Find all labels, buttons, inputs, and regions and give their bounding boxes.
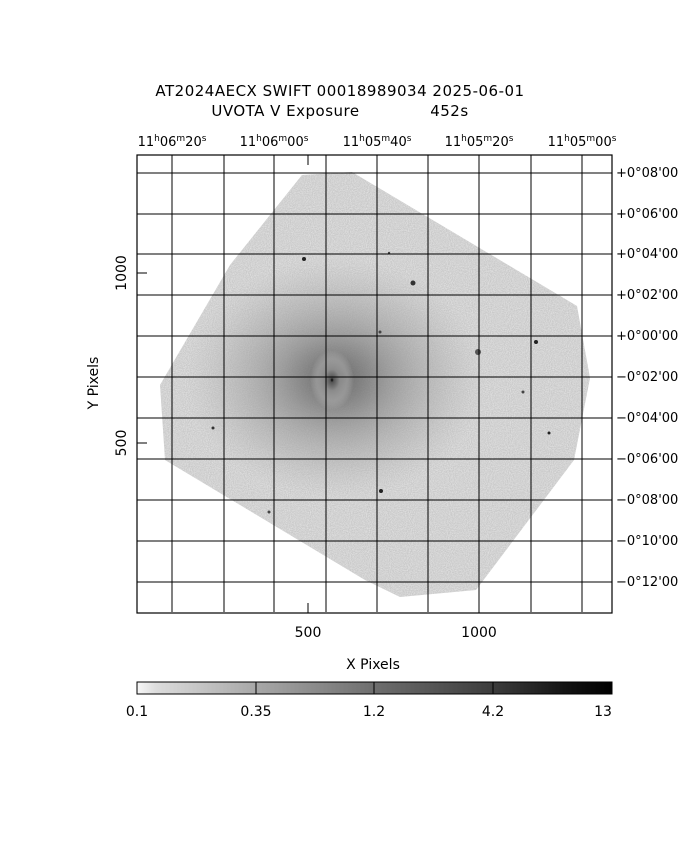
star bbox=[302, 257, 306, 261]
exposure-field bbox=[160, 172, 590, 597]
dec-tick-label: +0°00'00 bbox=[616, 329, 678, 344]
image-title: AT2024AECX SWIFT 00018989034 2025-06-01 bbox=[155, 82, 525, 100]
exposure-label: UVOTA V Exposure bbox=[211, 102, 360, 120]
image-subtitle: UVOTA V Exposure 452s bbox=[0, 102, 680, 120]
dec-tick-label: −0°10'00 bbox=[616, 534, 678, 549]
ra-tick-labels: 11h06m20s 11h06m00s 11h05m40s 11h05m20s … bbox=[138, 134, 617, 150]
star bbox=[521, 390, 525, 394]
exposure-time: 452s bbox=[430, 102, 469, 120]
star bbox=[475, 349, 481, 355]
dec-tick-label: +0°04'00 bbox=[616, 247, 678, 262]
colorbar-label-2: 1.2 bbox=[363, 704, 385, 720]
colorbar-label-0: 0.1 bbox=[126, 704, 148, 720]
y-tick-1000: 1000 bbox=[114, 255, 130, 291]
x-tick-500: 500 bbox=[295, 625, 322, 641]
dec-tick-label: +0°08'00 bbox=[616, 166, 678, 181]
pixel-ticks bbox=[137, 155, 480, 613]
dec-tick-label: +0°06'00 bbox=[616, 207, 678, 222]
colorbar-label-3: 4.2 bbox=[482, 704, 504, 720]
ra-tick-label-5: 11h05m00s bbox=[548, 134, 617, 150]
star bbox=[267, 510, 271, 514]
dec-tick-label: −0°02'00 bbox=[616, 370, 678, 385]
star bbox=[211, 426, 215, 430]
star bbox=[410, 280, 416, 286]
dec-tick-labels: +0°08'00 +0°06'00 +0°04'00 +0°02'00 +0°00'00… bbox=[616, 166, 678, 590]
y-tick-500: 500 bbox=[114, 430, 130, 457]
colorbar-label-4: 13 bbox=[594, 704, 612, 720]
dec-tick-label: −0°04'00 bbox=[616, 411, 678, 426]
wcs-grid bbox=[137, 155, 612, 612]
star bbox=[547, 431, 551, 435]
dec-tick-label: −0°08'00 bbox=[616, 493, 678, 508]
colorbar-label-1: 0.35 bbox=[240, 704, 271, 720]
y-axis-label: Y Pixels bbox=[86, 357, 102, 411]
ra-tick-label-1: 11h06m20s bbox=[138, 134, 207, 150]
dec-tick-label: −0°12'00 bbox=[616, 575, 678, 590]
ra-tick-label-3: 11h05m40s bbox=[343, 134, 412, 150]
dec-tick-label: +0°02'00 bbox=[616, 288, 678, 303]
plot-frame bbox=[136, 154, 613, 614]
x-tick-1000: 1000 bbox=[461, 625, 497, 641]
ra-tick-label-4: 11h05m20s bbox=[445, 134, 514, 150]
x-axis-label: X Pixels bbox=[346, 657, 400, 673]
star bbox=[534, 340, 538, 344]
galaxy-core bbox=[310, 350, 354, 410]
star bbox=[378, 330, 382, 334]
colorbar: 0.1 0.35 1.2 4.2 13 bbox=[126, 681, 613, 720]
star bbox=[379, 489, 383, 493]
dec-tick-label: −0°06'00 bbox=[616, 452, 678, 467]
ra-tick-label-2: 11h06m00s bbox=[240, 134, 309, 150]
